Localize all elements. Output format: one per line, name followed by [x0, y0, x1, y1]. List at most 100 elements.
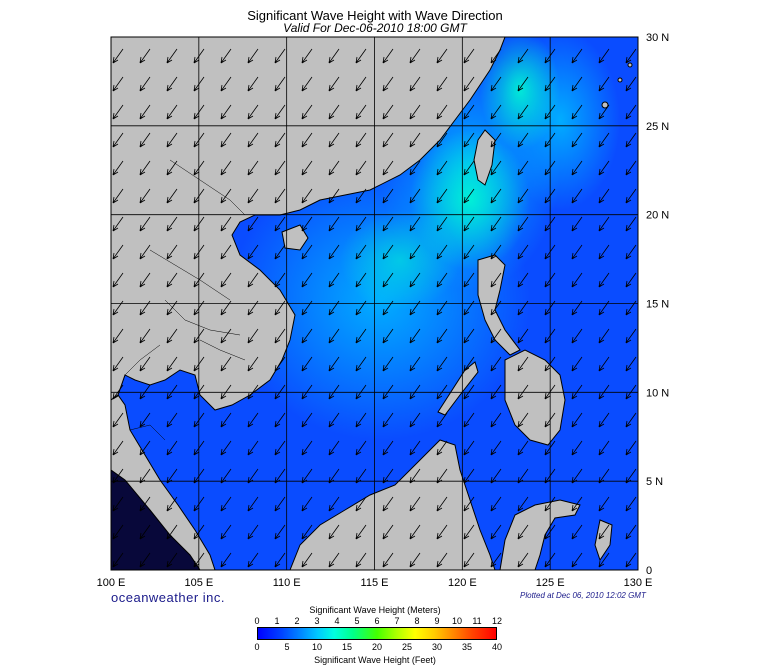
direction-arrow [112, 76, 124, 92]
direction-arrow [355, 160, 367, 176]
map-frame-content [111, 37, 638, 570]
direction-arrow [274, 216, 286, 232]
direction-arrow [436, 440, 448, 456]
direction-arrow [139, 328, 151, 344]
direction-arrow [382, 356, 394, 372]
direction-arrow [301, 132, 313, 148]
direction-arrow [220, 160, 232, 176]
wave-field-peak-2 [480, 37, 560, 150]
direction-arrow [598, 216, 610, 232]
direction-arrow [463, 552, 475, 568]
direction-arrow [112, 104, 124, 120]
direction-arrow [382, 300, 394, 316]
direction-arrow [166, 104, 178, 120]
direction-arrow [193, 524, 205, 540]
direction-arrow [166, 384, 178, 400]
direction-arrow [328, 412, 340, 428]
legend-tick: 30 [431, 642, 442, 652]
direction-arrow [544, 524, 556, 540]
direction-arrow [463, 412, 475, 428]
direction-arrow [112, 356, 124, 372]
legend-tick: 8 [414, 616, 420, 626]
direction-arrow [409, 160, 421, 176]
direction-arrow [220, 132, 232, 148]
x-tick-label: 130 E [624, 577, 653, 589]
direction-arrow [220, 272, 232, 288]
direction-arrow [625, 48, 637, 64]
direction-arrow [409, 188, 421, 204]
direction-arrow [247, 104, 259, 120]
x-tick-label: 120 E [448, 577, 477, 589]
direction-arrow [274, 328, 286, 344]
direction-arrow [301, 104, 313, 120]
direction-arrow [139, 76, 151, 92]
direction-arrow [490, 300, 502, 316]
map-title: Significant Wave Height with Wave Direct… [247, 8, 503, 23]
direction-arrow [166, 132, 178, 148]
direction-arrow [436, 468, 448, 484]
direction-arrow [328, 272, 340, 288]
direction-arrow [409, 496, 421, 512]
direction-arrow [301, 300, 313, 316]
direction-arrow [112, 272, 124, 288]
direction-arrow [247, 328, 259, 344]
palawan [437, 361, 479, 416]
direction-arrow [139, 468, 151, 484]
direction-arrow [409, 552, 421, 568]
direction-arrow [166, 160, 178, 176]
direction-arrow [409, 216, 421, 232]
direction-arrow [301, 328, 313, 344]
direction-arrow [490, 328, 502, 344]
direction-arrow [598, 468, 610, 484]
direction-arrow [355, 356, 367, 372]
direction-arrow [436, 76, 448, 92]
direction-arrow [355, 440, 367, 456]
direction-arrow [112, 524, 124, 540]
direction-arrow [544, 412, 556, 428]
direction-arrow [247, 412, 259, 428]
direction-arrow [166, 216, 178, 232]
direction-arrow [301, 356, 313, 372]
x-tick-label: 105 E [184, 577, 213, 589]
y-tick-label: 25 N [646, 121, 669, 133]
direction-arrow [355, 496, 367, 512]
direction-arrow [409, 48, 421, 64]
direction-arrow [301, 160, 313, 176]
direction-arrow [193, 104, 205, 120]
direction-arrow [382, 440, 394, 456]
brand-logo-text: oceanweather inc. [111, 590, 226, 605]
direction-arrow [409, 524, 421, 540]
y-tick-label: 0 [646, 565, 652, 577]
direction-arrow [436, 412, 448, 428]
direction-arrow [625, 160, 637, 176]
direction-arrow [247, 216, 259, 232]
direction-arrow [220, 104, 232, 120]
direction-arrow [625, 132, 637, 148]
direction-arrow [517, 468, 529, 484]
direction-arrow [274, 552, 286, 568]
direction-arrow [463, 328, 475, 344]
direction-arrow [490, 440, 502, 456]
direction-arrow [274, 384, 286, 400]
direction-arrow [247, 244, 259, 260]
direction-arrow [355, 384, 367, 400]
direction-arrow [517, 412, 529, 428]
direction-arrow [463, 468, 475, 484]
plotted-timestamp: Plotted at Dec 06, 2010 12:02 GMT [520, 591, 646, 600]
direction-arrow [139, 552, 151, 568]
direction-arrow [517, 524, 529, 540]
direction-arrow [598, 76, 610, 92]
direction-arrow [166, 468, 178, 484]
direction-arrow [328, 328, 340, 344]
direction-arrow [517, 496, 529, 512]
direction-arrow [463, 76, 475, 92]
legend-tick: 1 [274, 616, 280, 626]
direction-arrow [382, 244, 394, 260]
direction-arrow [544, 76, 556, 92]
direction-arrow [274, 356, 286, 372]
direction-arrow [463, 384, 475, 400]
direction-arrow [598, 524, 610, 540]
direction-arrow [247, 132, 259, 148]
y-tick-label: 30 N [646, 32, 669, 44]
